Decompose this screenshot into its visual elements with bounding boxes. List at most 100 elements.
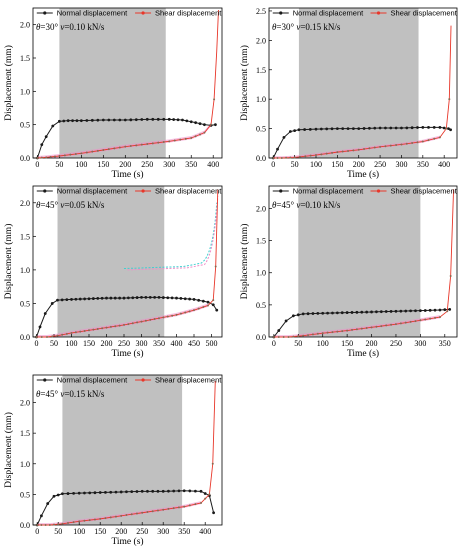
x-tick-label: 100 — [310, 160, 322, 169]
normal-point — [449, 128, 452, 132]
normal-point — [60, 298, 64, 302]
shear-point — [69, 153, 72, 156]
normal-point — [126, 296, 130, 300]
normal-point — [109, 296, 113, 300]
x-tick-label: 150 — [94, 527, 106, 536]
x-tick-label: 450 — [188, 339, 200, 348]
condition-theta: θ — [36, 200, 41, 210]
normal-point — [443, 308, 447, 312]
shear-point — [419, 319, 422, 322]
condition-rate: =0.10 kN/s — [64, 22, 105, 32]
normal-point — [151, 117, 155, 121]
x-axis-title: Time (s) — [347, 169, 379, 180]
x-tick-label: 400 — [207, 160, 219, 169]
normal-point — [325, 127, 329, 131]
shear-point — [130, 513, 133, 516]
normal-point — [306, 312, 310, 316]
y-tick-label: 0.0 — [20, 521, 30, 530]
shear-point — [175, 313, 178, 316]
condition-theta: θ — [36, 22, 41, 32]
normal-point — [151, 489, 155, 493]
normal-point — [212, 511, 216, 515]
shear-point — [438, 136, 441, 139]
shear-point — [184, 311, 187, 314]
x-tick-label: 200 — [115, 527, 127, 536]
normal-point — [404, 309, 408, 313]
shear-point — [272, 336, 275, 338]
x-tick-label: 250 — [390, 339, 402, 348]
shaded-region — [57, 186, 165, 337]
shear-point — [53, 523, 55, 526]
shear-point — [88, 519, 91, 522]
x-tick-label: 150 — [83, 339, 95, 348]
normal-point — [105, 296, 108, 300]
normal-point — [418, 309, 422, 313]
plot-frame — [268, 7, 458, 159]
normal-point — [293, 129, 297, 133]
pink-trace — [127, 196, 219, 271]
condition-v: v — [60, 200, 64, 210]
normal-point — [428, 308, 432, 312]
shear-point — [212, 299, 215, 302]
shear-point — [109, 516, 112, 519]
normal-point — [46, 502, 50, 505]
normal-point — [140, 118, 144, 121]
shear-point — [311, 333, 314, 336]
normal-point — [72, 491, 75, 495]
normal-point — [351, 127, 355, 130]
shear-point — [203, 131, 206, 134]
chart-panel-1: 0 50 100 150 200 250 300 350 400 0.0 0.5 1.0 1.5 2.0 T… — [3, 7, 223, 180]
normal-point — [335, 127, 339, 130]
shear-point — [448, 98, 451, 101]
shear-point — [346, 329, 349, 332]
shear-point — [127, 323, 130, 326]
normal-point — [384, 126, 387, 130]
shear-point — [197, 307, 200, 310]
shear-point — [136, 321, 139, 324]
normal-point — [316, 311, 320, 315]
shear-point — [316, 332, 319, 335]
normal-point — [179, 297, 183, 300]
normal-point — [57, 119, 61, 123]
y-axis-title: Displacement (mm) — [3, 224, 14, 300]
shear-point — [379, 145, 382, 148]
shaded-region — [298, 8, 419, 158]
x-tick-label: 100 — [75, 160, 87, 169]
legend: Normal displacement Shear displacement — [272, 187, 458, 196]
x-tick-label: 300 — [136, 339, 148, 348]
shear-point — [385, 324, 388, 327]
plot-frame — [32, 7, 223, 159]
normal-point — [394, 126, 398, 130]
y-axis-title: Displacement (mm) — [3, 412, 14, 488]
normal-point — [183, 297, 187, 301]
y-tick-label: 2.0 — [256, 36, 266, 45]
normal-point — [66, 119, 70, 123]
shear-point — [202, 306, 205, 309]
shear-point — [370, 326, 373, 329]
shear-point — [88, 329, 90, 332]
shear-point — [210, 123, 213, 126]
normal-point — [161, 489, 165, 493]
normal-point — [112, 118, 116, 122]
legend-normal-label: Normal displacement — [293, 187, 364, 196]
shear-point — [336, 151, 339, 154]
normal-point — [389, 126, 393, 130]
shear-point — [172, 507, 175, 510]
shear-point — [129, 145, 132, 147]
shear-point — [123, 323, 125, 326]
shear-point — [96, 149, 99, 152]
x-tick-label: 350 — [185, 160, 197, 169]
shear-point — [40, 336, 43, 338]
chart-panel-4: 0 50 100 150 200 250 300 350 0.0 0.5 1.0 1.5 2.0 Time… — [239, 185, 458, 359]
shear-point — [91, 150, 94, 153]
normal-point — [448, 307, 452, 311]
shear-point — [158, 317, 160, 320]
shear-point — [307, 334, 310, 337]
condition-angle: =45° — [40, 200, 58, 210]
y-tick-label: 1.0 — [20, 460, 30, 469]
legend-normal-marker — [279, 189, 283, 193]
shear-point — [114, 515, 117, 518]
normal-point — [416, 126, 419, 129]
legend-shear-marker — [141, 11, 145, 15]
